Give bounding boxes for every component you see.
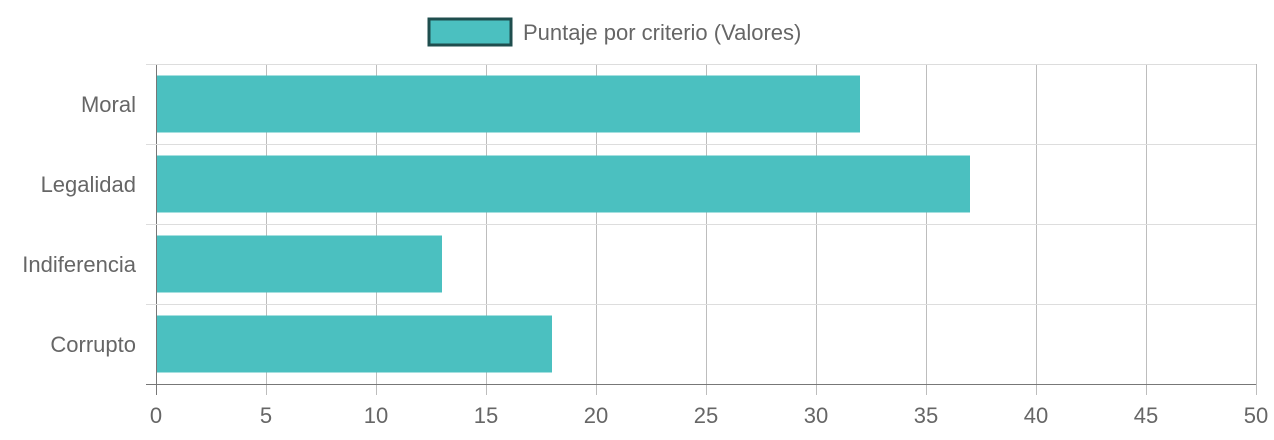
y-tick-label: Corrupto [50,332,136,357]
x-tick-label: 50 [1244,403,1268,428]
bar-corrupto [157,315,552,373]
legend-swatch[interactable] [427,17,513,47]
y-tick-label: Legalidad [41,172,136,197]
legend[interactable]: Puntaje por criterio (Valores) [427,17,801,47]
axes: 0 5 10 15 20 25 30 35 40 45 50 Moral Legalidad Indife… [22,92,1268,428]
y-tick-label: Moral [81,92,136,117]
x-tick-label: 15 [474,403,498,428]
bar-moral [157,75,860,133]
legend-label[interactable]: Puntaje por criterio (Valores) [523,20,801,45]
x-tick-label: 35 [914,403,938,428]
x-tick-label: 40 [1024,403,1048,428]
x-tick-label: 5 [260,403,272,428]
x-tick-label: 20 [584,403,608,428]
bars [157,75,970,373]
x-tick-label: 25 [694,403,718,428]
x-tick-label: 45 [1134,403,1158,428]
y-tick-label: Indiferencia [22,252,137,277]
bar-legalidad [157,155,970,213]
bar-indiferencia [157,235,442,293]
x-tick-label: 10 [364,403,388,428]
x-tick-label: 30 [804,403,828,428]
x-tick-label: 0 [150,403,162,428]
